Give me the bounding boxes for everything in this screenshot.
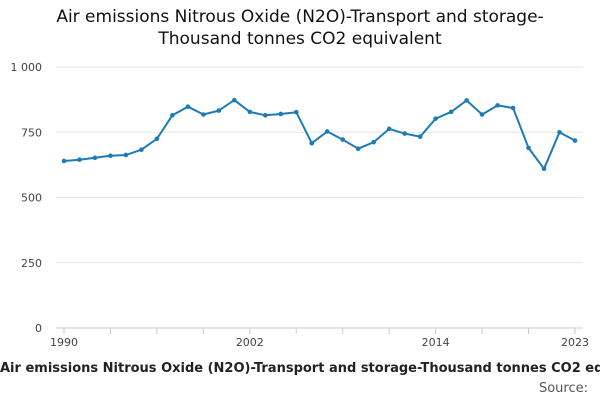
data-point[interactable] — [572, 138, 578, 143]
data-point[interactable] — [495, 103, 500, 108]
data-point[interactable] — [340, 137, 346, 142]
data-point[interactable] — [541, 166, 547, 172]
data-point[interactable] — [417, 134, 423, 139]
data-point[interactable] — [510, 105, 516, 111]
y-axis-labels: 0 250 500 750 1 000 — [11, 61, 43, 335]
y-tick-label: 0 — [35, 322, 42, 335]
data-point[interactable] — [263, 112, 268, 118]
data-point[interactable] — [293, 109, 299, 115]
x-tick-label: 2002 — [236, 336, 264, 349]
data-point[interactable] — [278, 111, 284, 117]
data-point[interactable] — [170, 112, 175, 118]
data-point[interactable] — [247, 109, 253, 115]
data-point[interactable] — [77, 157, 82, 162]
data-point[interactable] — [386, 126, 392, 132]
data-point[interactable] — [448, 109, 454, 115]
data-point[interactable] — [216, 108, 222, 113]
data-point[interactable] — [123, 152, 129, 158]
data-point[interactable] — [371, 139, 376, 145]
data-point[interactable] — [154, 136, 160, 142]
y-tick-label: 250 — [21, 257, 42, 270]
data-point[interactable] — [324, 129, 330, 134]
x-axis — [56, 327, 583, 334]
series-layer — [61, 97, 578, 172]
chart-title-line-2: Thousand tonnes CO2 equivalent — [158, 29, 442, 49]
data-point[interactable] — [232, 97, 237, 103]
data-point[interactable] — [355, 146, 361, 151]
data-point[interactable] — [201, 112, 206, 117]
data-point[interactable] — [185, 104, 191, 109]
data-point[interactable] — [433, 116, 438, 121]
data-point[interactable] — [479, 112, 485, 117]
legend-label: Air emissions Nitrous Oxide (N2O)-Transp… — [0, 361, 600, 376]
data-point[interactable] — [402, 131, 407, 136]
data-point[interactable] — [92, 155, 98, 161]
data-point[interactable] — [526, 145, 531, 151]
x-tick-label: 2014 — [422, 336, 450, 349]
chart-title-line-1: Air emissions Nitrous Oxide (N2O)-Transp… — [56, 7, 544, 27]
x-tick-label: 2023 — [561, 336, 589, 349]
y-tick-label: 1 000 — [11, 61, 43, 74]
data-point[interactable] — [108, 153, 113, 159]
data-point[interactable] — [61, 158, 67, 164]
data-point[interactable] — [309, 140, 315, 146]
data-point[interactable] — [464, 98, 469, 103]
data-point[interactable] — [139, 147, 144, 153]
x-axis-labels: 1990 2002 2014 2023 — [50, 336, 589, 349]
source-label: Source: — [538, 381, 588, 396]
chart-title: Air emissions Nitrous Oxide (N2O)-Transp… — [0, 6, 600, 50]
y-tick-label: 500 — [21, 192, 42, 205]
data-point[interactable] — [557, 129, 562, 135]
y-tick-label: 750 — [21, 126, 42, 139]
x-tick-label: 1990 — [50, 336, 78, 349]
series-line — [63, 99, 576, 170]
